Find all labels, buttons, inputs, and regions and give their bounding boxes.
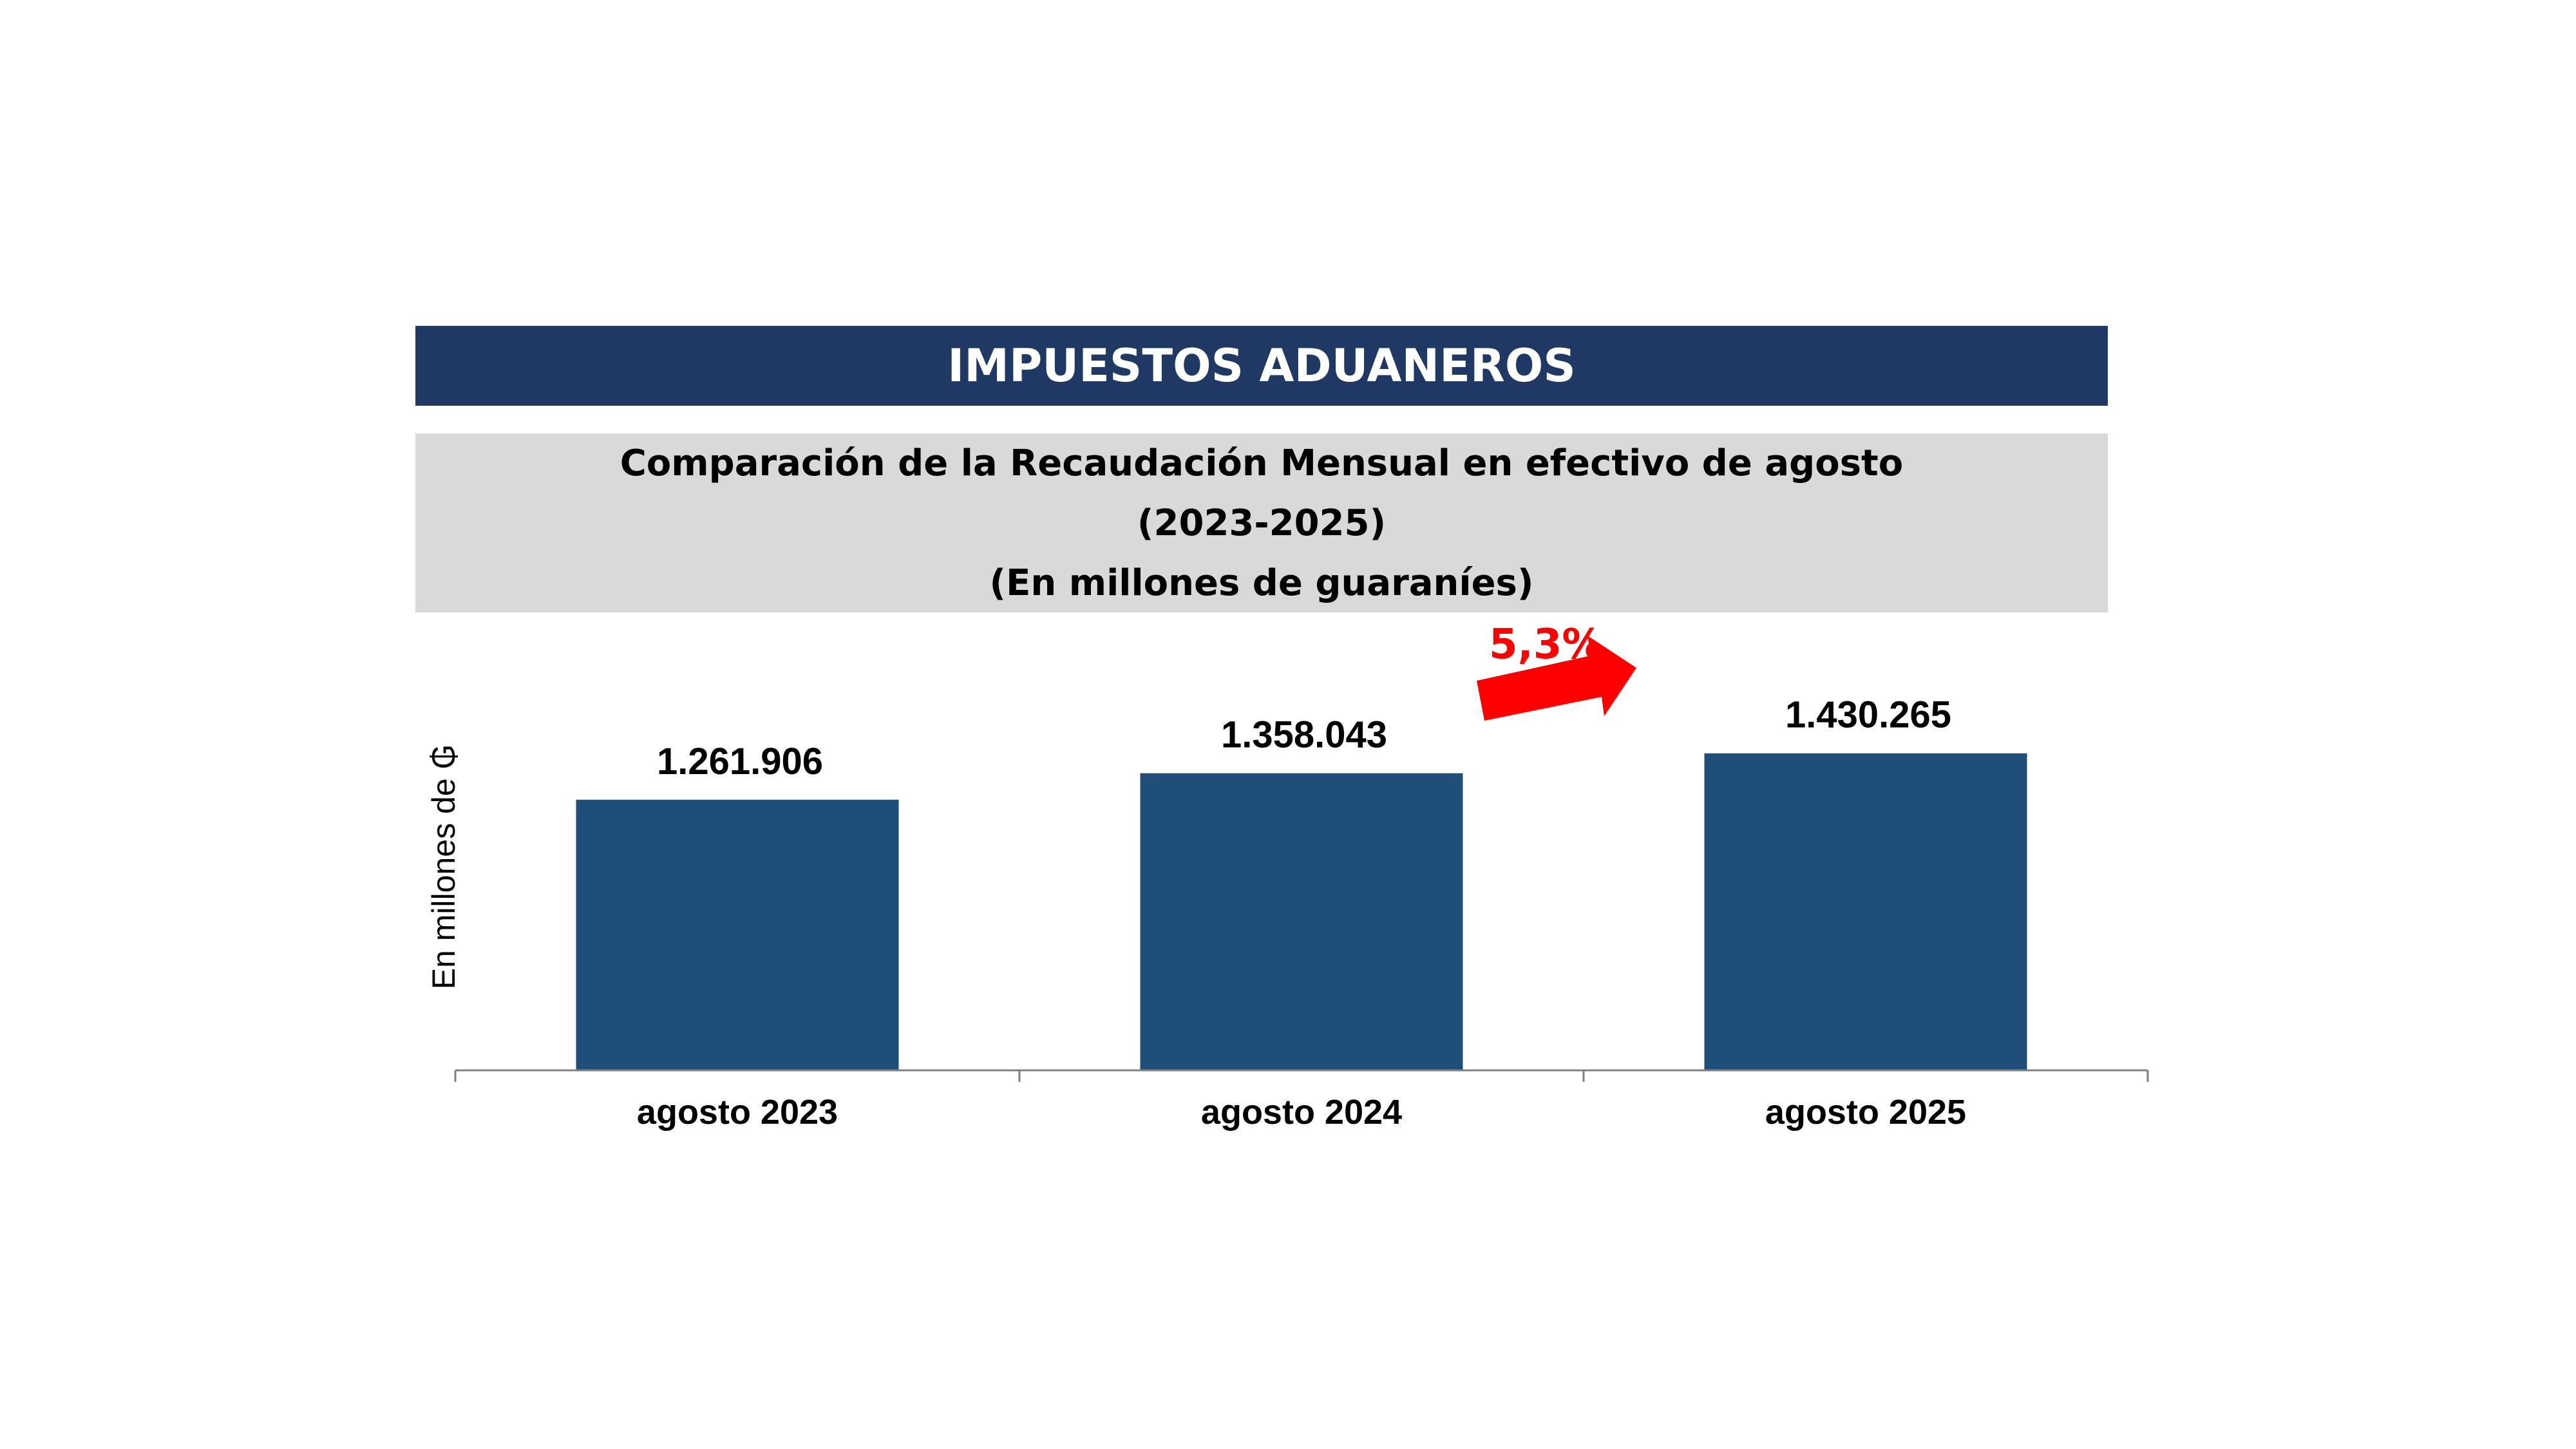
chart-subtitle-box: Comparación de la Recaudación Mensual en… [415,433,2108,612]
arrow-up-right-icon [1477,636,1636,721]
bar-value-label: 1.430.265 [1785,694,1951,736]
header-title: IMPUESTOS ADUANEROS [947,339,1576,392]
chart-header: IMPUESTOS ADUANEROS [415,326,2108,406]
bar [576,799,899,1070]
x-tick-label: agosto 2024 [1201,1093,1402,1132]
y-axis-label: En millones de ₲ [426,744,462,990]
bar-value-label: 1.358.043 [1221,714,1387,756]
growth-annotation: 5,3% [1489,621,1604,668]
subtitle-line-1: Comparación de la Recaudación Mensual en… [620,442,1904,484]
bar-value-label: 1.261.906 [657,741,823,782]
subtitle-line-2: (2023-2025) [1137,502,1387,544]
x-tick-label: agosto 2025 [1765,1093,1966,1132]
bar [1140,773,1463,1070]
subtitle-line-3: (En millones de guaraníes) [989,562,1534,604]
x-tick-label: agosto 2023 [637,1093,838,1132]
bar [1704,753,2027,1070]
